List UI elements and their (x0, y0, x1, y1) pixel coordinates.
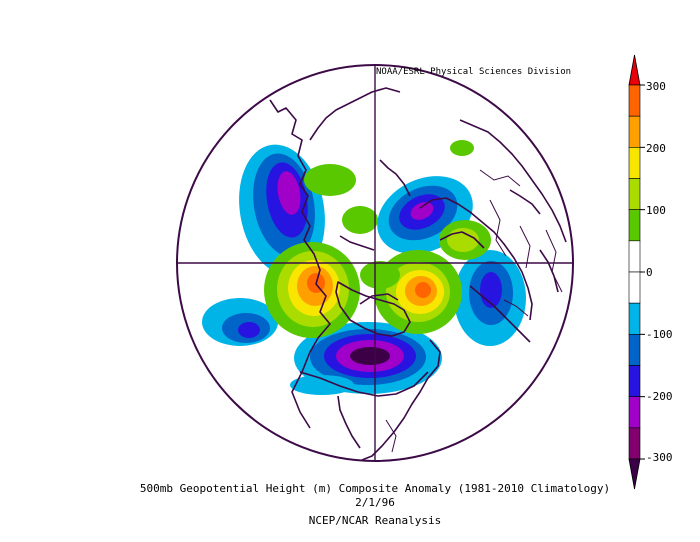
colorbar-tick-label: 100 (646, 204, 666, 217)
colorbar-segment (628, 209, 641, 242)
colorbar-segment (628, 365, 641, 397)
colorbar-segment (628, 334, 641, 366)
figure-source: NCEP/NCAR Reanalysis (308, 514, 442, 527)
colorbar-segment (628, 84, 641, 117)
colorbar-segment (628, 115, 641, 148)
anomaly-positive-misc (304, 140, 491, 289)
colorbar-segment (628, 240, 641, 273)
colorbar-bottom-arrow (628, 458, 641, 490)
anomaly-negative-east (454, 250, 526, 346)
colorbar-tick-label: 300 (646, 80, 666, 93)
colorbar-segment (628, 147, 641, 179)
colorbar-segment (628, 427, 641, 460)
hemisphere-boundary (176, 64, 574, 462)
colorbar-segment (628, 396, 641, 429)
political-borders (385, 169, 563, 453)
credit-text: NOAA/ESRL Physical Sciences Division (376, 67, 572, 77)
colorbar-tick-label: 0 (646, 266, 653, 279)
colorbar-segment (628, 178, 641, 210)
anomaly-positive-west (264, 242, 360, 338)
colorbar-top-arrow (628, 54, 641, 86)
coastlines (269, 87, 567, 461)
colorbar-segment (628, 271, 641, 304)
map-frame (176, 64, 574, 462)
anomaly-negative-southern (290, 322, 442, 395)
figure-title: 500mb Geopotential Height (m) Composite … (139, 482, 611, 495)
colorbar-tick-label: 200 (646, 142, 666, 155)
anomaly-negative-pacific (202, 298, 278, 346)
colorbar (628, 54, 645, 490)
figure-date: 2/1/96 (355, 496, 395, 509)
colorbar-tick-label: -200 (646, 390, 673, 403)
colorbar-tick-label: -300 (646, 451, 673, 464)
colorbar-tick-label: -100 (646, 328, 673, 341)
colorbar-segment (628, 302, 641, 335)
anomaly-shading (202, 140, 526, 395)
